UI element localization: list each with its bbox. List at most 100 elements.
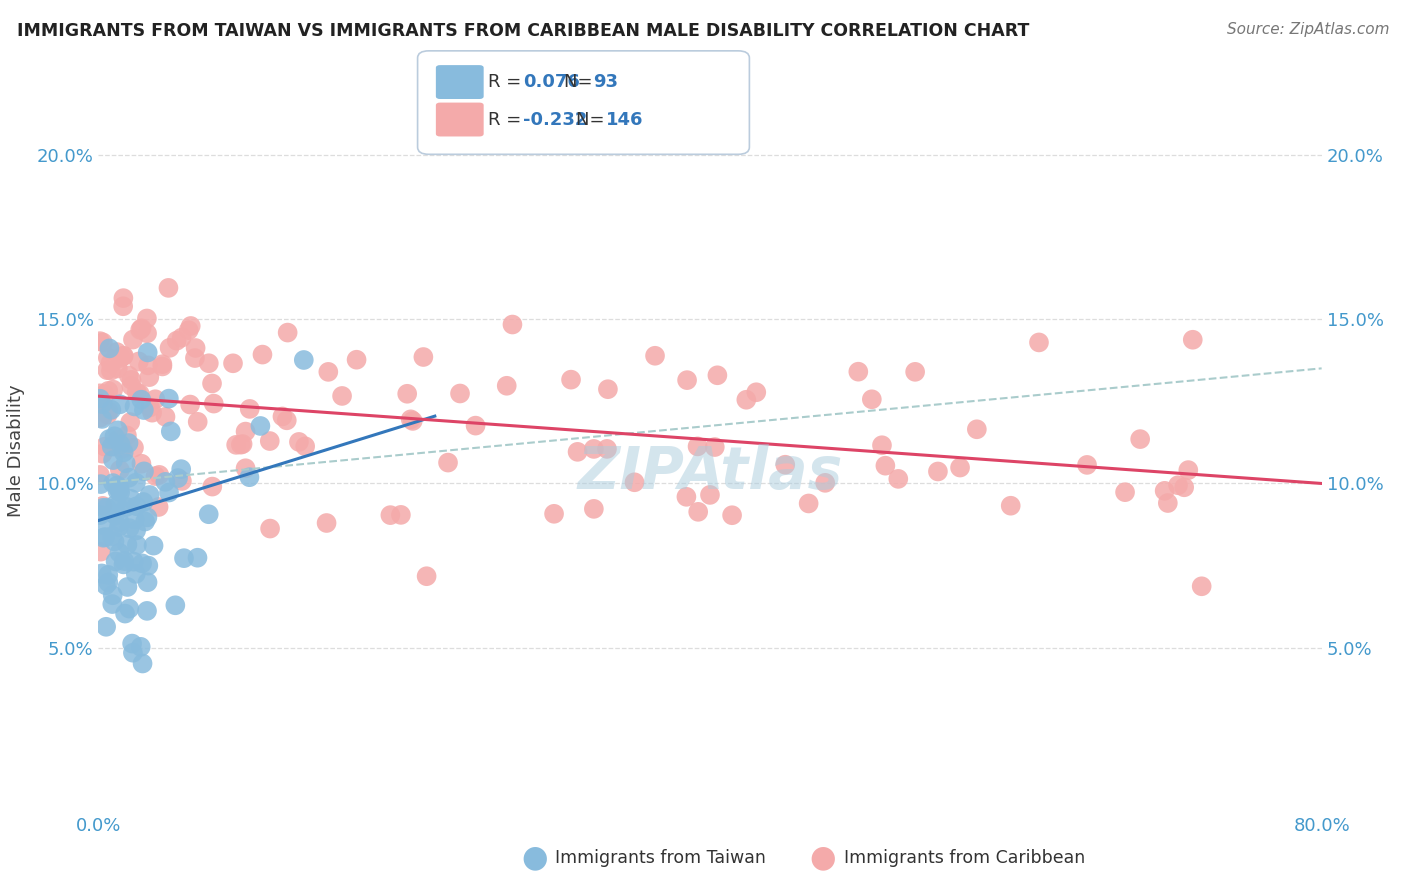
Point — [1157, 496, 1180, 510]
Point — [117, 538, 139, 552]
Point — [108, 481, 131, 495]
Point — [294, 439, 316, 453]
Point — [110, 351, 132, 365]
Point — [128, 386, 150, 401]
Point — [97, 384, 120, 398]
Point — [259, 434, 281, 448]
Point — [89, 410, 111, 425]
Point — [108, 546, 131, 560]
Point — [1173, 480, 1195, 494]
Point — [115, 428, 138, 442]
Point — [122, 441, 145, 455]
Point — [97, 408, 120, 422]
Point — [125, 475, 148, 490]
Text: Source: ZipAtlas.com: Source: ZipAtlas.com — [1226, 22, 1389, 37]
Point — [142, 539, 165, 553]
Point — [94, 578, 117, 592]
Point — [91, 335, 114, 350]
Point — [129, 323, 152, 337]
Point — [100, 356, 122, 370]
Point — [124, 512, 146, 526]
Point — [97, 568, 120, 582]
Point — [125, 500, 148, 514]
Point — [94, 620, 117, 634]
Text: 93: 93 — [593, 73, 619, 91]
Point — [136, 326, 159, 341]
Point — [596, 382, 619, 396]
Point — [686, 439, 709, 453]
Point — [112, 558, 135, 572]
Point — [380, 508, 402, 522]
Point — [177, 323, 200, 337]
Point — [89, 467, 111, 482]
Y-axis label: Male Disability: Male Disability — [7, 384, 25, 516]
Point — [437, 456, 460, 470]
Point — [100, 440, 122, 454]
Point — [101, 588, 124, 602]
Point — [107, 433, 129, 447]
Point — [396, 386, 419, 401]
Text: R =: R = — [488, 111, 527, 128]
Point — [735, 392, 758, 407]
Point — [399, 412, 422, 426]
Point — [120, 415, 142, 429]
Point — [91, 412, 114, 426]
Point — [125, 566, 148, 581]
Point — [1167, 478, 1189, 492]
Point — [582, 501, 605, 516]
Point — [104, 508, 127, 523]
Point — [118, 470, 141, 484]
Point — [91, 397, 114, 411]
Point — [117, 436, 139, 450]
Point — [96, 500, 118, 515]
Point — [288, 434, 311, 449]
Point — [105, 478, 128, 492]
Point — [797, 496, 820, 510]
Point — [98, 342, 121, 356]
Point — [103, 383, 125, 397]
Point — [121, 637, 143, 651]
Point — [201, 376, 224, 391]
Point — [198, 356, 221, 370]
Point — [157, 281, 180, 295]
Point — [108, 485, 131, 500]
Point — [114, 607, 136, 621]
Point — [136, 510, 159, 524]
Point — [138, 370, 160, 384]
Point — [122, 333, 145, 347]
Point — [582, 442, 605, 456]
Point — [138, 558, 160, 573]
Point — [118, 521, 141, 535]
Point — [108, 483, 131, 497]
Text: 146: 146 — [606, 111, 644, 128]
Point — [90, 477, 112, 491]
Point — [136, 604, 159, 618]
Point — [775, 458, 797, 472]
Point — [131, 657, 153, 671]
Point — [159, 341, 181, 355]
Point — [501, 318, 523, 332]
Point — [90, 566, 112, 581]
Point — [745, 385, 768, 400]
Point — [97, 351, 120, 365]
Point — [1076, 458, 1098, 472]
Point — [110, 437, 132, 451]
Point — [157, 392, 180, 406]
Point — [567, 445, 589, 459]
Point — [145, 469, 167, 483]
Point — [135, 311, 157, 326]
Point — [1114, 485, 1136, 500]
Point — [100, 364, 122, 378]
Point — [97, 404, 120, 418]
Point — [276, 413, 298, 427]
Point — [134, 515, 156, 529]
Point — [699, 488, 721, 502]
Point — [966, 422, 988, 436]
Point — [107, 483, 129, 498]
Point — [120, 373, 142, 387]
Point — [173, 551, 195, 566]
Point — [271, 409, 294, 424]
Point — [1181, 333, 1204, 347]
Point — [148, 500, 170, 514]
Point — [101, 529, 124, 543]
